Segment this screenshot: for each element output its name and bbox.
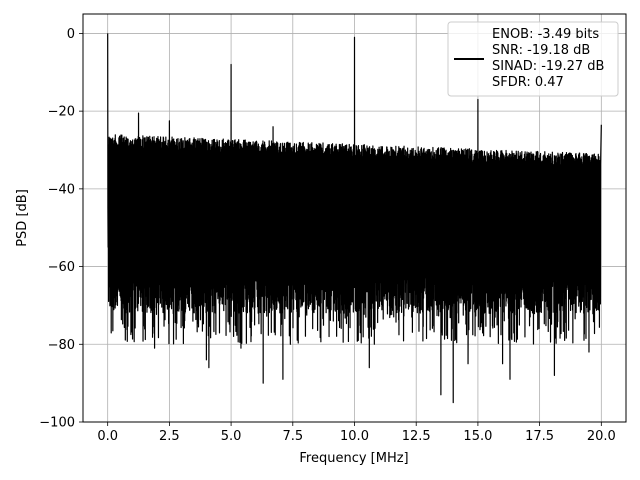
legend-entry-sfdr: SFDR: 0.47 [492, 75, 564, 90]
legend-entry-snr: SNR: -19.18 dB [492, 43, 590, 58]
x-tick-label: 5.0 [221, 429, 242, 444]
x-axis-ticks: 0.0 2.5 5.0 7.5 10.0 12.5 15.0 17.5 20.0 [97, 422, 616, 444]
x-tick-label: 17.5 [525, 429, 554, 444]
y-tick-label: −80 [48, 338, 75, 353]
x-tick-label: 10.0 [340, 429, 369, 444]
x-tick-label: 2.5 [159, 429, 180, 444]
y-axis-ticks: 0 −20 −40 −60 −80 −100 [39, 27, 83, 431]
y-tick-label: −100 [39, 416, 75, 431]
y-tick-label: −60 [48, 260, 75, 275]
y-tick-label: −40 [48, 182, 75, 197]
x-tick-label: 15.0 [463, 429, 492, 444]
legend-entry-sinad: SINAD: -19.27 dB [492, 59, 604, 74]
x-tick-label: 0.0 [97, 429, 118, 444]
legend-entry-enob: ENOB: -3.49 bits [492, 27, 599, 42]
psd-trace [107, 33, 602, 404]
x-axis-label: Frequency [MHz] [299, 451, 408, 466]
plot-area [107, 33, 602, 404]
y-axis-label: PSD [dB] [15, 189, 30, 247]
x-tick-label: 7.5 [282, 429, 303, 444]
legend-box [447, 21, 619, 97]
y-tick-label: −20 [48, 105, 75, 120]
y-tick-label: 0 [67, 27, 75, 42]
legend: ENOB: -3.49 bits SNR: -19.18 dB SINAD: -… [447, 21, 619, 97]
x-tick-label: 12.5 [402, 429, 431, 444]
x-tick-label: 20.0 [587, 429, 616, 444]
